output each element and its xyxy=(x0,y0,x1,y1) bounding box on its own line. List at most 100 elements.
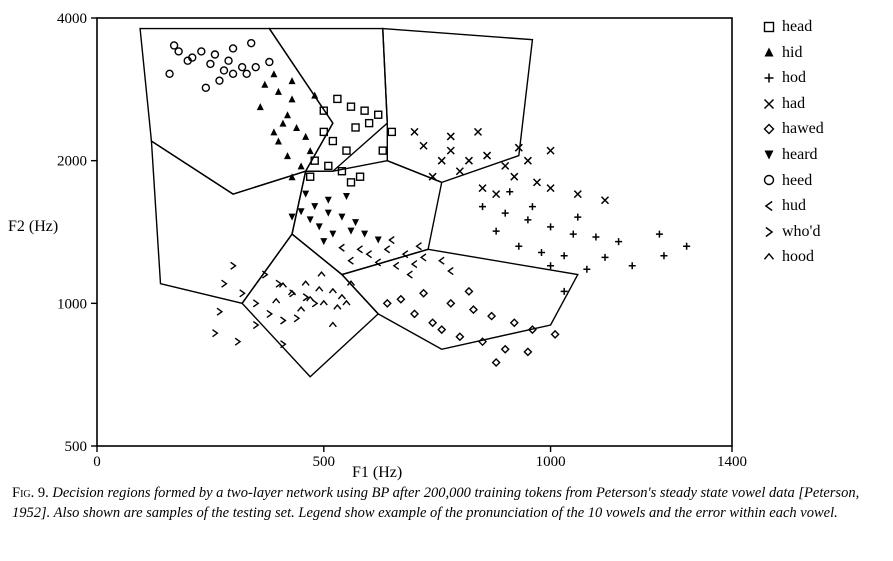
legend-row-hud: hud xyxy=(762,193,824,219)
chart-area: 500100020004000050010001400 F2 (Hz) F1 (… xyxy=(12,8,752,478)
point-hud xyxy=(349,257,354,264)
point-had xyxy=(524,157,531,164)
point-hod xyxy=(506,188,513,195)
point-heard xyxy=(320,238,327,245)
point-hud xyxy=(367,251,372,258)
svg-text:500: 500 xyxy=(313,454,336,470)
point-hid xyxy=(298,162,305,169)
point-hawed xyxy=(420,290,427,297)
point-had xyxy=(475,128,482,135)
point-hood xyxy=(329,289,336,293)
legend-row-heed: heed xyxy=(762,168,824,194)
point-hud xyxy=(412,261,417,268)
point-hod xyxy=(529,203,536,210)
point-heed xyxy=(239,64,246,71)
point-hid xyxy=(307,147,314,154)
point-whod xyxy=(267,310,272,317)
legend-label: had xyxy=(782,91,805,117)
point-hood xyxy=(329,323,336,327)
point-head xyxy=(388,128,395,135)
point-whod xyxy=(281,341,286,348)
point-hod xyxy=(583,266,590,273)
whod-marker-icon xyxy=(762,225,776,239)
point-heed xyxy=(171,42,178,49)
point-hod xyxy=(570,231,577,238)
point-hawed xyxy=(384,300,391,307)
point-hud xyxy=(339,244,344,251)
point-whod xyxy=(217,308,222,315)
point-whod xyxy=(235,338,240,345)
point-heard xyxy=(325,197,332,204)
point-hawed xyxy=(465,288,472,295)
point-whod xyxy=(240,290,245,297)
hod-marker-icon xyxy=(762,71,776,85)
point-hid xyxy=(270,70,277,77)
point-whod xyxy=(222,280,227,287)
caption-text: Decision regions formed by a two-layer n… xyxy=(12,485,859,521)
x-axis-label: F1 (Hz) xyxy=(352,464,402,482)
legend-row-hawed: hawed xyxy=(762,116,824,142)
point-hod xyxy=(493,228,500,235)
point-whod xyxy=(253,322,258,329)
point-heed xyxy=(216,77,223,84)
point-heed xyxy=(248,40,255,47)
point-heed xyxy=(230,70,237,77)
svg-text:1400: 1400 xyxy=(717,454,747,470)
point-hid xyxy=(257,103,264,110)
point-hod xyxy=(502,210,509,217)
point-head xyxy=(361,107,368,114)
point-hawed xyxy=(411,310,418,317)
hid-marker-icon xyxy=(762,45,776,59)
point-heed xyxy=(266,59,273,66)
point-heed xyxy=(207,60,214,67)
point-whod xyxy=(231,262,236,269)
point-hud xyxy=(417,243,422,250)
point-had xyxy=(511,173,518,180)
legend-row-hod: hod xyxy=(762,65,824,91)
point-heard xyxy=(352,219,359,226)
point-heard xyxy=(361,231,368,238)
svg-text:2000: 2000 xyxy=(57,154,87,170)
point-heed xyxy=(230,45,237,52)
scatter-plot: 500100020004000050010001400 xyxy=(12,8,752,478)
point-heed xyxy=(202,84,209,91)
point-hid xyxy=(289,77,296,84)
point-heard xyxy=(375,237,382,244)
point-heard xyxy=(338,214,345,221)
point-had xyxy=(533,179,540,186)
hawed-marker-icon xyxy=(762,122,776,136)
legend-label: heard xyxy=(782,142,818,168)
point-heard xyxy=(348,228,355,235)
point-hod xyxy=(479,203,486,210)
point-hud xyxy=(389,237,394,244)
point-hawed xyxy=(502,346,509,353)
point-head xyxy=(352,124,359,131)
point-hod xyxy=(683,243,690,250)
point-hawed xyxy=(429,319,436,326)
point-hid xyxy=(302,133,309,140)
point-head xyxy=(357,173,364,180)
point-heed xyxy=(221,67,228,74)
figure-caption: Fig. 9. Decision regions formed by a two… xyxy=(12,484,881,523)
point-heed xyxy=(225,57,232,64)
point-hid xyxy=(279,120,286,127)
point-hod xyxy=(592,234,599,241)
point-hod xyxy=(547,223,554,230)
point-had xyxy=(447,133,454,140)
point-hid xyxy=(275,88,282,95)
point-hawed xyxy=(397,296,404,303)
legend-label: who'd xyxy=(782,219,820,245)
point-hod xyxy=(574,214,581,221)
point-hod xyxy=(656,231,663,238)
point-heard xyxy=(316,223,323,230)
legend-label: hid xyxy=(782,40,802,66)
point-head xyxy=(348,179,355,186)
point-heard xyxy=(329,231,336,238)
point-heed xyxy=(211,51,218,58)
point-hood xyxy=(338,295,345,299)
point-hud xyxy=(448,268,453,275)
legend-row-had: had xyxy=(762,91,824,117)
point-heard xyxy=(325,210,332,217)
point-hud xyxy=(408,271,413,278)
point-hawed xyxy=(488,313,495,320)
